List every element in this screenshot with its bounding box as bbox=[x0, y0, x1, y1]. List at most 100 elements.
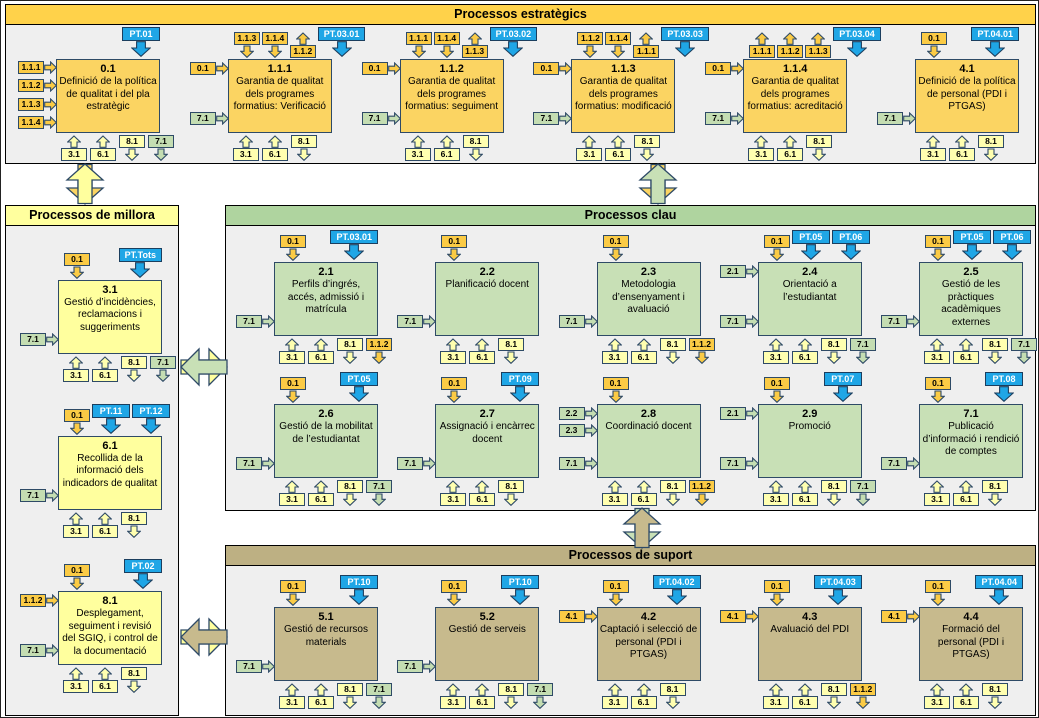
ref-tag-7.1[interactable]: 7.1 bbox=[20, 644, 60, 658]
ref-tag-7.1[interactable]: 7.1 bbox=[236, 457, 276, 470]
ref-tag-8.1[interactable]: 8.1 bbox=[806, 135, 833, 161]
ref-tag-2.2[interactable]: 2.2 bbox=[558, 407, 599, 420]
ref-tag-8.1[interactable]: 8.1 bbox=[498, 683, 525, 709]
pt-tag-PT.03.02[interactable]: PT.03.02 bbox=[489, 27, 538, 57]
ref-tag-1.1.2[interactable]: 1.1.2 bbox=[18, 79, 58, 93]
process-box-0.1[interactable]: 0.1 Definició de la política de qualitat… bbox=[56, 59, 160, 133]
ref-tag-3.1[interactable]: 3.1 bbox=[440, 683, 467, 709]
ref-tag-6.1[interactable]: 6.1 bbox=[777, 135, 804, 161]
ref-tag-8.1[interactable]: 8.1 bbox=[820, 338, 847, 364]
ref-tag-3.1[interactable]: 3.1 bbox=[63, 355, 89, 382]
ref-tag-6.1[interactable]: 6.1 bbox=[791, 338, 818, 364]
ref-tag-8.1[interactable]: 8.1 bbox=[498, 480, 525, 506]
ref-tag-0.1[interactable]: 0.1 bbox=[705, 62, 745, 75]
ref-tag-1.1.4[interactable]: 1.1.4 bbox=[261, 32, 288, 58]
ref-tag-0.1[interactable]: 0.1 bbox=[441, 377, 468, 403]
ref-tag-8.1[interactable]: 8.1 bbox=[659, 683, 686, 709]
process-box-1.1.4[interactable]: 1.1.4 Garantia de qualitat dels programe… bbox=[743, 59, 848, 133]
ref-tag-3.1[interactable]: 3.1 bbox=[232, 135, 259, 161]
pt-tag-PT.Tots[interactable]: PT.Tots bbox=[118, 247, 162, 278]
ref-tag-0.1[interactable]: 0.1 bbox=[925, 377, 951, 403]
pt-tag-PT.12[interactable]: PT.12 bbox=[132, 403, 170, 434]
ref-tag-8.1[interactable]: 8.1 bbox=[982, 480, 1008, 506]
ref-tag-6.1[interactable]: 6.1 bbox=[630, 338, 657, 364]
pt-tag-PT.05[interactable]: PT.05 bbox=[791, 230, 830, 260]
ref-tag-8.1[interactable]: 8.1 bbox=[337, 338, 363, 364]
ref-tag-7.1[interactable]: 7.1 bbox=[150, 355, 176, 382]
ref-tag-3.1[interactable]: 3.1 bbox=[762, 683, 789, 709]
process-box-2.4[interactable]: 2.4 Orientació a l’estudiantat bbox=[757, 262, 862, 336]
ref-tag-0.1[interactable]: 0.1 bbox=[925, 580, 951, 606]
process-box-5.2[interactable]: 5.2 Gestió de serveis bbox=[435, 607, 540, 681]
ref-tag-7.1[interactable]: 7.1 bbox=[236, 315, 276, 328]
ref-tag-6.1[interactable]: 6.1 bbox=[953, 480, 979, 506]
ref-tag-4.1[interactable]: 4.1 bbox=[881, 610, 921, 623]
pt-tag-PT.10[interactable]: PT.10 bbox=[501, 575, 540, 605]
ref-tag-3.1[interactable]: 3.1 bbox=[924, 683, 950, 709]
process-box-2.1[interactable]: 2.1 Perfils d’ingrés, accés, admissió i … bbox=[274, 262, 378, 336]
ref-tag-0.1[interactable]: 0.1 bbox=[441, 235, 468, 261]
ref-tag-3.1[interactable]: 3.1 bbox=[762, 480, 789, 506]
ref-tag-3.1[interactable]: 3.1 bbox=[601, 683, 628, 709]
ref-tag-0.1[interactable]: 0.1 bbox=[602, 235, 629, 261]
process-box-6.1[interactable]: 6.1 Recollida de la informació dels indi… bbox=[58, 435, 162, 510]
ref-tag-3.1[interactable]: 3.1 bbox=[748, 135, 775, 161]
process-box-7.1[interactable]: 7.1 Publicació d’informació i rendició d… bbox=[919, 404, 1023, 478]
ref-tag-1.1.2[interactable]: 1.1.2 bbox=[20, 594, 60, 608]
ref-tag-7.1[interactable]: 7.1 bbox=[558, 315, 599, 328]
ref-tag-1.1.3[interactable]: 1.1.3 bbox=[18, 97, 58, 111]
ref-tag-3.1[interactable]: 3.1 bbox=[63, 667, 89, 694]
process-box-1.1.1[interactable]: 1.1.1 Garantia de qualitat dels programe… bbox=[227, 59, 332, 133]
ref-tag-8.1[interactable]: 8.1 bbox=[121, 511, 147, 538]
ref-tag-3.1[interactable]: 3.1 bbox=[601, 480, 628, 506]
pt-tag-PT.05[interactable]: PT.05 bbox=[953, 230, 991, 260]
ref-tag-2.3[interactable]: 2.3 bbox=[558, 424, 599, 437]
pt-tag-PT.09[interactable]: PT.09 bbox=[501, 372, 540, 402]
ref-tag-6.1[interactable]: 6.1 bbox=[308, 683, 334, 709]
ref-tag-1.1.2[interactable]: 1.1.2 bbox=[688, 338, 715, 364]
ref-tag-1.1.2[interactable]: 1.1.2 bbox=[577, 32, 604, 58]
pt-tag-PT.03.04[interactable]: PT.03.04 bbox=[833, 27, 881, 57]
ref-tag-7.1[interactable]: 7.1 bbox=[20, 488, 60, 502]
ref-tag-6.1[interactable]: 6.1 bbox=[92, 511, 118, 538]
ref-tag-7.1[interactable]: 7.1 bbox=[558, 457, 599, 470]
ref-tag-8.1[interactable]: 8.1 bbox=[659, 338, 686, 364]
ref-tag-2.1[interactable]: 2.1 bbox=[719, 265, 760, 278]
ref-tag-7.1[interactable]: 7.1 bbox=[397, 660, 437, 673]
pt-tag-PT.04.04[interactable]: PT.04.04 bbox=[975, 575, 1023, 605]
process-box-4.4[interactable]: 4.4 Formació del personal (PDI i PTGAS) bbox=[919, 607, 1023, 681]
ref-tag-1.1.1[interactable]: 1.1.1 bbox=[749, 32, 776, 58]
ref-tag-0.1[interactable]: 0.1 bbox=[361, 62, 402, 75]
process-box-5.1[interactable]: 5.1 Gestió de recursos materials bbox=[274, 607, 378, 681]
ref-tag-6.1[interactable]: 6.1 bbox=[630, 480, 657, 506]
ref-tag-6.1[interactable]: 6.1 bbox=[433, 135, 460, 161]
ref-tag-3.1[interactable]: 3.1 bbox=[924, 338, 950, 364]
ref-tag-7.1[interactable]: 7.1 bbox=[849, 480, 876, 506]
ref-tag-8.1[interactable]: 8.1 bbox=[337, 683, 363, 709]
ref-tag-1.1.4[interactable]: 1.1.4 bbox=[605, 32, 632, 58]
process-box-2.9[interactable]: 2.9 Promoció bbox=[757, 404, 862, 478]
ref-tag-6.1[interactable]: 6.1 bbox=[92, 667, 118, 694]
ref-tag-6.1[interactable]: 6.1 bbox=[308, 338, 334, 364]
pt-tag-PT.06[interactable]: PT.06 bbox=[993, 230, 1031, 260]
ref-tag-6.1[interactable]: 6.1 bbox=[605, 135, 632, 161]
process-box-4.2[interactable]: 4.2 Captació i selecció de personal (PDI… bbox=[596, 607, 701, 681]
ref-tag-3.1[interactable]: 3.1 bbox=[440, 480, 467, 506]
ref-tag-4.1[interactable]: 4.1 bbox=[558, 610, 599, 623]
ref-tag-3.1[interactable]: 3.1 bbox=[279, 338, 305, 364]
ref-tag-3.1[interactable]: 3.1 bbox=[63, 511, 89, 538]
ref-tag-6.1[interactable]: 6.1 bbox=[791, 480, 818, 506]
ref-tag-3.1[interactable]: 3.1 bbox=[576, 135, 603, 161]
ref-tag-6.1[interactable]: 6.1 bbox=[948, 135, 975, 161]
ref-tag-1.1.2[interactable]: 1.1.2 bbox=[289, 32, 316, 58]
process-box-2.7[interactable]: 2.7 Assignació i encàrrec docent bbox=[435, 404, 540, 478]
ref-tag-1.1.3[interactable]: 1.1.3 bbox=[805, 32, 832, 58]
process-box-2.2[interactable]: 2.2 Planificació docent bbox=[435, 262, 540, 336]
ref-tag-6.1[interactable]: 6.1 bbox=[953, 683, 979, 709]
ref-tag-6.1[interactable]: 6.1 bbox=[92, 355, 118, 382]
ref-tag-6.1[interactable]: 6.1 bbox=[630, 683, 657, 709]
pt-tag-PT.04.01[interactable]: PT.04.01 bbox=[971, 27, 1019, 57]
ref-tag-0.1[interactable]: 0.1 bbox=[925, 235, 951, 261]
pt-tag-PT.11[interactable]: PT.11 bbox=[92, 403, 130, 434]
ref-tag-1.1.1[interactable]: 1.1.1 bbox=[633, 32, 660, 58]
